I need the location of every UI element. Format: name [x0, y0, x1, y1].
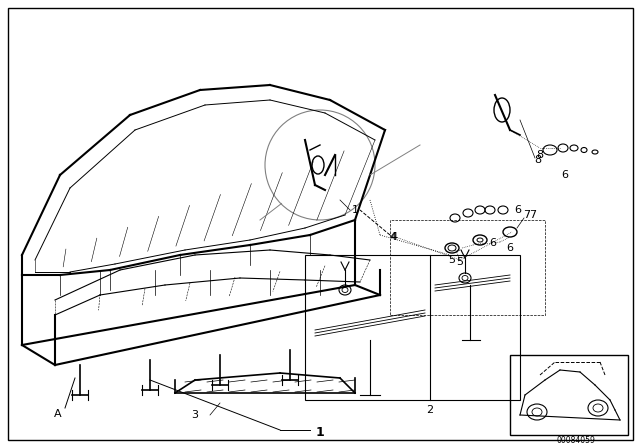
Text: 7: 7	[524, 210, 531, 220]
Text: 1: 1	[316, 426, 324, 439]
Text: 6: 6	[490, 238, 497, 248]
Text: 8: 8	[534, 155, 541, 165]
Bar	[305, 255, 520, 400]
Text: 4: 4	[389, 232, 397, 242]
Text: A: A	[54, 409, 62, 419]
Text: 5: 5	[449, 255, 456, 265]
Text: 5: 5	[456, 257, 463, 267]
Text: 7: 7	[529, 210, 536, 220]
Text: 00084059: 00084059	[556, 435, 595, 444]
Text: 3: 3	[191, 410, 198, 420]
Bar	[390, 220, 545, 315]
Text: 6: 6	[515, 205, 522, 215]
Text: 8: 8	[536, 150, 543, 160]
Bar	[510, 355, 628, 435]
Text: 2: 2	[426, 405, 433, 415]
Text: 6: 6	[561, 170, 568, 180]
Text: 1: 1	[351, 205, 358, 215]
Text: 6: 6	[506, 243, 513, 253]
Text: 4: 4	[390, 232, 397, 242]
